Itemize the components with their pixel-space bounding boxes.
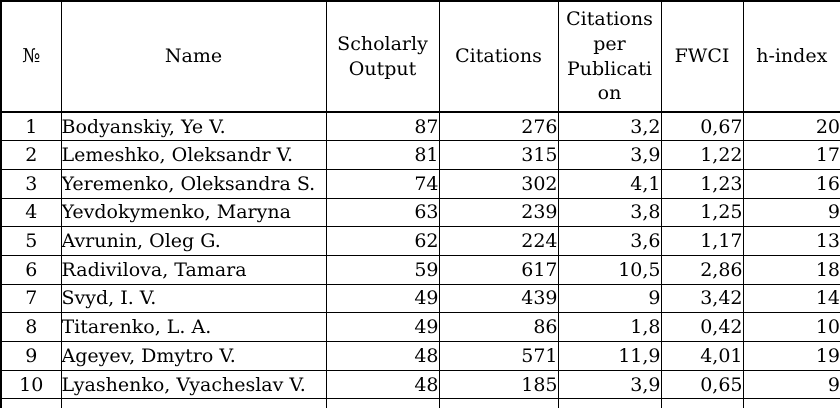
cell-fwci: 1,23 xyxy=(660,168,744,199)
cell-name: Svyd, I. V. xyxy=(60,283,327,314)
cell-citations: 439 xyxy=(438,283,559,314)
cell-num: 2 xyxy=(0,140,62,170)
cell-h-index: 13 xyxy=(742,226,840,256)
table-row: 5 Avrunin, Oleg G. 62 224 3,6 1,17 13 xyxy=(0,226,840,256)
cell-citations: 239 xyxy=(438,197,559,228)
cell-fwci: 1,17 xyxy=(660,226,744,256)
cell-scholarly-output: 63 xyxy=(325,197,440,228)
table-row: 9 Ageyev, Dmytro V. 48 571 11,9 4,01 19 xyxy=(0,341,840,371)
cell-h-index: 19 xyxy=(742,341,840,371)
cell-num: 10 xyxy=(0,369,62,400)
cell-h-index: 18 xyxy=(742,254,840,285)
cell-name: Yeremenko, Oleksandra S. xyxy=(60,168,327,199)
cell-h-index: 10 xyxy=(742,312,840,342)
cell-num: 4 xyxy=(0,197,62,228)
cell-citations-per-publication: 4,1 xyxy=(557,168,662,199)
cell-num: 5 xyxy=(0,226,62,256)
cell-scholarly-output: 87 xyxy=(325,111,440,142)
table-row: 10 Lyashenko, Vyacheslav V. 48 185 3,9 0,65 9 xyxy=(0,369,840,400)
column-header-fwci: FWCI xyxy=(660,0,744,113)
table-row: 3 Yeremenko, Oleksandra S. 74 302 4,1 1,23 16 xyxy=(0,168,840,199)
cell-citations-per-publication: 3,6 xyxy=(557,226,662,256)
table-row: 1 Bodyanskiy, Ye V. 87 276 3,2 0,67 20 xyxy=(0,111,840,142)
cell-fwci: 1,25 xyxy=(660,197,744,228)
cell-h-index: 17 xyxy=(742,140,840,170)
column-header-citations: Citations xyxy=(438,0,559,113)
cell-num: 8 xyxy=(0,312,62,342)
cell-name: Bodyanskiy, Ye V. xyxy=(60,111,327,142)
cell-empty xyxy=(438,398,559,408)
cell-h-index: 9 xyxy=(742,197,840,228)
cell-citations: 185 xyxy=(438,369,559,400)
cell-empty xyxy=(325,398,440,408)
cell-num: 1 xyxy=(0,111,62,142)
column-header-scholarly-output: Scholarly Output xyxy=(325,0,440,113)
table-body: 1 Bodyanskiy, Ye V. 87 276 3,2 0,67 20 2 Lemeshk… xyxy=(0,111,840,408)
cell-scholarly-output: 48 xyxy=(325,341,440,371)
cell-citations: 302 xyxy=(438,168,559,199)
cell-num: 7 xyxy=(0,283,62,314)
cell-fwci: 0,67 xyxy=(660,111,744,142)
cell-fwci: 3,42 xyxy=(660,283,744,314)
cell-citations: 276 xyxy=(438,111,559,142)
table-row: 7 Svyd, I. V. 49 439 9 3,42 14 xyxy=(0,283,840,314)
cell-scholarly-output: 81 xyxy=(325,140,440,170)
cell-name: Titarenko, L. A. xyxy=(60,312,327,342)
cell-citations-per-publication: 9 xyxy=(557,283,662,314)
cell-scholarly-output: 74 xyxy=(325,168,440,199)
column-header-h-index: h-index xyxy=(742,0,840,113)
cell-fwci: 0,65 xyxy=(660,369,744,400)
cell-citations: 224 xyxy=(438,226,559,256)
cell-empty xyxy=(660,398,744,408)
cell-citations-per-publication: 1,8 xyxy=(557,312,662,342)
cell-citations-per-publication: 10,5 xyxy=(557,254,662,285)
table-row-partial xyxy=(0,398,840,408)
table-row: 4 Yevdokymenko, Maryna 63 239 3,8 1,25 9 xyxy=(0,197,840,228)
cell-scholarly-output: 49 xyxy=(325,283,440,314)
cell-name: Ageyev, Dmytro V. xyxy=(60,341,327,371)
cell-empty xyxy=(742,398,840,408)
cell-citations: 617 xyxy=(438,254,559,285)
cell-citations-per-publication: 3,9 xyxy=(557,140,662,170)
cell-citations-per-publication: 3,2 xyxy=(557,111,662,142)
cell-scholarly-output: 49 xyxy=(325,312,440,342)
table-row: 2 Lemeshko, Oleksandr V. 81 315 3,9 1,22 17 xyxy=(0,140,840,170)
cell-h-index: 16 xyxy=(742,168,840,199)
cell-name: Lyashenko, Vyacheslav V. xyxy=(60,369,327,400)
cell-h-index: 14 xyxy=(742,283,840,314)
cell-empty xyxy=(557,398,662,408)
cell-scholarly-output: 62 xyxy=(325,226,440,256)
cell-name: Avrunin, Oleg G. xyxy=(60,226,327,256)
column-header-citations-per-publication: Citations per Publication xyxy=(557,0,662,113)
cell-num: 6 xyxy=(0,254,62,285)
cell-citations-per-publication: 11,9 xyxy=(557,341,662,371)
cell-citations-per-publication: 3,8 xyxy=(557,197,662,228)
cell-name: Yevdokymenko, Maryna xyxy=(60,197,327,228)
cell-num: 9 xyxy=(0,341,62,371)
table-row: 6 Radivilova, Tamara 59 617 10,5 2,86 18 xyxy=(0,254,840,285)
cell-citations: 86 xyxy=(438,312,559,342)
cell-scholarly-output: 48 xyxy=(325,369,440,400)
cell-name: Radivilova, Tamara xyxy=(60,254,327,285)
table-row: 8 Titarenko, L. A. 49 86 1,8 0,42 10 xyxy=(0,312,840,342)
cell-name: Lemeshko, Oleksandr V. xyxy=(60,140,327,170)
cell-h-index: 9 xyxy=(742,369,840,400)
column-header-number: № xyxy=(0,0,62,113)
cell-fwci: 0,42 xyxy=(660,312,744,342)
column-header-name: Name xyxy=(60,0,327,113)
cell-citations: 571 xyxy=(438,341,559,371)
cell-fwci: 2,86 xyxy=(660,254,744,285)
cell-scholarly-output: 59 xyxy=(325,254,440,285)
header-row: № Name Scholarly Output Citations Citati… xyxy=(0,0,840,113)
cell-citations-per-publication: 3,9 xyxy=(557,369,662,400)
cell-citations: 315 xyxy=(438,140,559,170)
cell-empty xyxy=(0,398,62,408)
cell-fwci: 1,22 xyxy=(660,140,744,170)
cell-num: 3 xyxy=(0,168,62,199)
cell-empty xyxy=(60,398,327,408)
cell-h-index: 20 xyxy=(742,111,840,142)
cell-fwci: 4,01 xyxy=(660,341,744,371)
